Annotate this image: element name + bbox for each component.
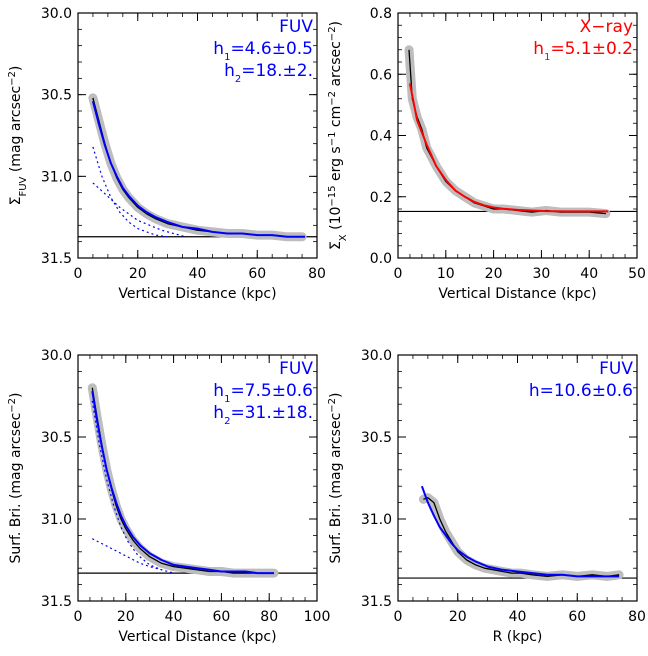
y-tick-label: 30.5	[41, 430, 72, 446]
x-axis-label: Vertical Distance (kpc)	[438, 286, 596, 302]
annotation-line-0: FUV	[599, 359, 633, 379]
series-line-component-1	[92, 146, 168, 238]
panel-bottom-left: 0 20 40 60 80 100 30.0 30.5 31.0 31.5 Vertical Dis…	[7, 348, 331, 645]
y-tick-label: 0.8	[370, 6, 392, 22]
x-axis-label: R (kpc)	[493, 629, 543, 645]
y-axis-label: ΣFUV (mag arcsec−2)	[7, 66, 29, 206]
x-tick-label: 30	[532, 266, 550, 282]
y-tick-label: 30.0	[41, 6, 72, 22]
x-tick-label: 100	[304, 609, 331, 625]
y-tick-label: 30.5	[361, 430, 392, 446]
x-tick-label: 0	[394, 609, 403, 625]
x-tick-label: 40	[165, 609, 183, 625]
x-axis-label: Vertical Distance (kpc)	[118, 629, 276, 645]
y-tick-label: 31.0	[41, 169, 72, 185]
y-tick-label: 30.0	[41, 348, 72, 364]
x-tick-label: 20	[485, 266, 503, 282]
panel-top-right: 0 10 20 30 40 50 0.0 0.2 0.4 0.6 0.8 Vertical Dista…	[327, 6, 646, 302]
x-tick-label: 50	[628, 266, 646, 282]
series-group	[88, 93, 307, 242]
x-tick-label: 20	[449, 609, 467, 625]
x-tick-label: 80	[308, 266, 326, 282]
y-tick-label: 30.0	[361, 348, 392, 364]
x-tick-label: 40	[189, 266, 207, 282]
y-tick-label: 0.4	[370, 129, 392, 145]
y-tick-label: 31.0	[41, 512, 72, 528]
x-tick-label: 10	[437, 266, 455, 282]
annotation-line-0: X−ray	[580, 17, 633, 37]
x-tick-label: 80	[260, 609, 278, 625]
x-tick-label: 40	[509, 609, 527, 625]
uncertainty-band	[88, 93, 307, 242]
y-tick-label: 31.5	[41, 251, 72, 267]
series-line-fit	[408, 83, 609, 213]
x-tick-label: 0	[74, 609, 83, 625]
annotation-line-1: h=10.6±0.6	[529, 381, 633, 401]
panel-top-left: 0 20 40 60 80 30.0 30.5 31.0 31.5 Vertical Distan…	[7, 6, 326, 302]
x-tick-label: 80	[628, 609, 646, 625]
x-tick-label: 60	[568, 609, 586, 625]
x-axis-label: Vertical Distance (kpc)	[118, 286, 276, 302]
annotation-line-2: h2=31.±18.	[213, 403, 313, 427]
y-tick-label: 0.2	[370, 190, 392, 206]
x-tick-label: 60	[212, 609, 230, 625]
x-tick-label: 0	[74, 266, 83, 282]
x-tick-label: 0	[394, 266, 403, 282]
annotation-line-1: h1=4.6±0.5	[213, 39, 313, 63]
y-axis-label: ΣX (10−15 erg s−1 cm−2 arcsec−2)	[327, 21, 349, 250]
series-group	[404, 45, 611, 219]
panel-bottom-right: 0 20 40 60 80 30.0 30.5 31.0 31.5 R (kpc) Surf. Br…	[327, 348, 646, 645]
annotation-line-1: h1=7.5±0.6	[213, 381, 313, 405]
y-axis-label: Surf. Bri. (mag arcsec−2)	[7, 392, 25, 563]
y-tick-label: 31.0	[361, 512, 392, 528]
x-tick-label: 60	[248, 266, 266, 282]
series-line-component-2	[92, 182, 186, 238]
series-line-fit-total	[91, 100, 305, 238]
y-tick-label: 31.5	[361, 594, 392, 610]
series-line-fit	[420, 485, 620, 578]
annotation-line-1: h1=5.1±0.2	[533, 39, 633, 63]
annotation-line-2: h2=18.±2.	[224, 61, 313, 85]
annotation-line-0: FUV	[279, 17, 313, 37]
x-tick-label: 20	[129, 266, 147, 282]
annotation-line-0: FUV	[279, 359, 313, 379]
y-axis-label: Surf. Bri. (mag arcsec−2)	[327, 392, 345, 563]
y-tick-label: 30.5	[41, 88, 72, 104]
y-tick-label: 0.6	[370, 67, 392, 83]
x-tick-label: 40	[580, 266, 598, 282]
series-line-data	[92, 97, 303, 238]
series-line-component-1	[91, 400, 162, 571]
y-tick-label: 0.0	[370, 251, 392, 267]
uncertainty-band	[418, 493, 624, 581]
x-tick-label: 20	[117, 609, 135, 625]
series-line-fit-total	[91, 390, 274, 575]
y-tick-label: 31.5	[41, 594, 72, 610]
series-line-data	[408, 49, 606, 215]
uncertainty-band	[404, 45, 611, 219]
series-group	[418, 485, 624, 581]
series-group	[87, 383, 279, 578]
